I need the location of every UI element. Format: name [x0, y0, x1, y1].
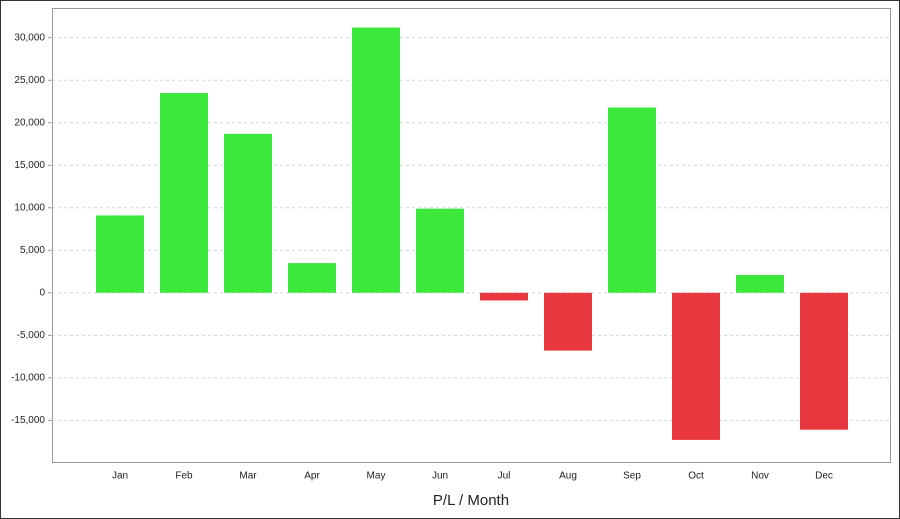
x-tick-label: Mar: [239, 471, 257, 482]
bar: [608, 107, 656, 293]
y-tick-label: 0: [39, 287, 45, 298]
x-tick-label: Sep: [623, 471, 641, 482]
y-tick-label: 15,000: [14, 160, 45, 171]
y-tick-label: 5,000: [20, 245, 45, 256]
y-tick-label: -5,000: [17, 330, 46, 341]
x-tick-label: Oct: [688, 471, 704, 482]
x-tick-label: Aug: [559, 471, 577, 482]
y-tick-label: 25,000: [14, 75, 45, 86]
y-tick-label: 30,000: [14, 32, 45, 43]
bar: [544, 292, 592, 351]
bar: [96, 215, 144, 293]
bar: [480, 292, 528, 301]
y-tick-label: -15,000: [11, 415, 45, 426]
bar: [416, 208, 464, 293]
bar: [224, 133, 272, 293]
bar: [672, 292, 720, 440]
x-tick-label: Apr: [304, 471, 320, 482]
x-tick-label: May: [367, 471, 386, 482]
x-axis-title: P/L / Month: [433, 492, 509, 509]
y-tick-label: 10,000: [14, 202, 45, 213]
x-tick-label: Dec: [815, 471, 833, 482]
x-tick-label: Feb: [175, 471, 193, 482]
bar: [352, 27, 400, 293]
bar: [288, 263, 336, 293]
x-tick-label: Jan: [112, 471, 128, 482]
x-tick-label: Jun: [432, 471, 448, 482]
x-tick-label: Jul: [498, 471, 511, 482]
y-tick-label: 20,000: [14, 117, 45, 128]
bar: [160, 93, 208, 293]
bar: [736, 274, 784, 293]
bar: [800, 292, 848, 430]
x-tick-label: Nov: [751, 471, 769, 482]
y-tick-label: -10,000: [11, 372, 45, 383]
